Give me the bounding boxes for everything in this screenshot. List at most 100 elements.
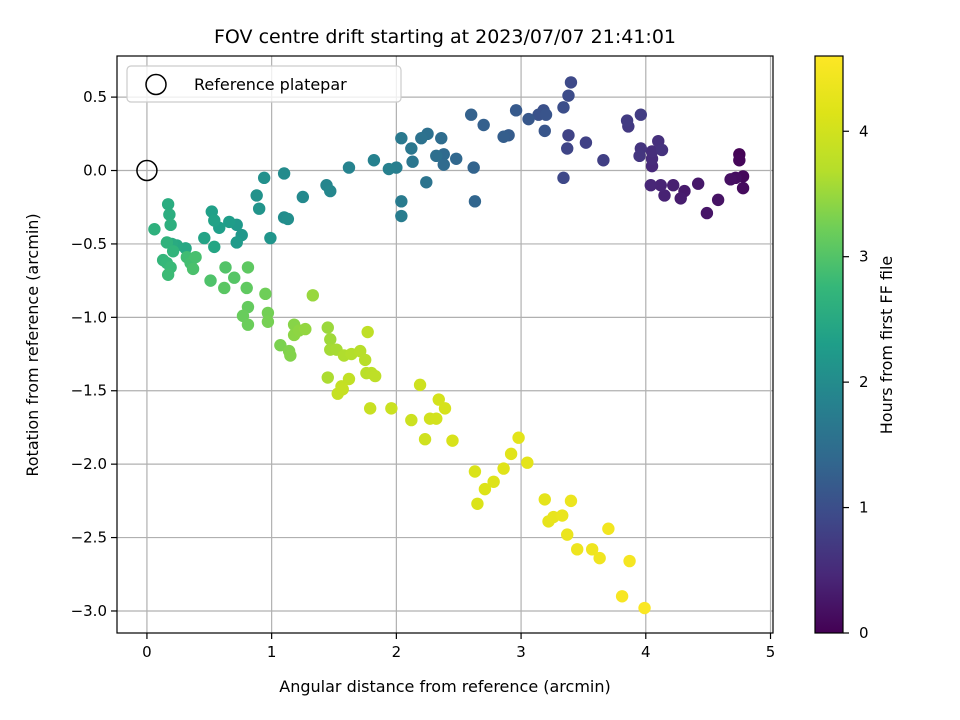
data-point	[395, 195, 408, 208]
data-point	[241, 318, 255, 331]
data-point	[538, 124, 551, 138]
data-point	[418, 432, 432, 446]
y-tick-label: −1.5	[71, 382, 107, 400]
data-point	[161, 198, 175, 211]
data-point	[208, 214, 221, 227]
data-point	[645, 145, 659, 158]
data-point	[230, 236, 243, 249]
data-point	[321, 321, 334, 334]
data-point	[557, 171, 570, 185]
plot-frame	[116, 55, 774, 634]
data-point	[432, 393, 445, 406]
data-point	[186, 262, 200, 276]
data-point	[385, 402, 398, 415]
x-tick-label: 0	[142, 643, 152, 661]
data-point	[218, 281, 231, 295]
data-point	[634, 108, 648, 121]
data-point	[413, 378, 427, 392]
data-point	[471, 497, 484, 510]
legend: Reference platepar	[126, 65, 402, 103]
legend-label: Reference platepar	[194, 75, 347, 94]
data-point	[464, 108, 478, 121]
data-point	[512, 431, 525, 444]
data-point	[585, 543, 599, 556]
data-point	[509, 104, 523, 117]
data-point	[342, 161, 356, 174]
y-tick-label: −2.5	[71, 529, 107, 547]
data-point	[478, 482, 492, 496]
data-point	[277, 167, 291, 180]
y-tick-label: −2.0	[71, 455, 107, 473]
data-point	[164, 218, 177, 232]
data-point	[521, 456, 534, 469]
data-points	[148, 76, 750, 615]
data-point	[538, 493, 551, 506]
data-point	[163, 208, 176, 221]
data-point	[405, 142, 418, 155]
x-tick-label: 1	[267, 643, 277, 661]
x-axis-label: Angular distance from reference (arcmin)	[279, 677, 610, 696]
colorbar-label: Hours from first FF file	[877, 256, 896, 435]
data-point	[477, 118, 490, 132]
data-point	[261, 315, 275, 328]
data-point	[368, 369, 382, 383]
data-point	[435, 132, 448, 145]
colorbar-tick-label: 4	[859, 122, 869, 140]
y-tick-label: −1.0	[71, 308, 107, 326]
data-point	[361, 325, 374, 339]
data-point	[358, 353, 372, 367]
data-point	[420, 176, 433, 189]
data-point	[299, 322, 312, 336]
colorbar-frame	[814, 55, 844, 634]
colorbar-gradient	[815, 56, 843, 633]
x-tick-label: 3	[516, 643, 526, 661]
data-point	[711, 193, 725, 207]
legend-marker-icon	[145, 73, 167, 96]
data-point	[189, 250, 202, 264]
colorbar-tick-label: 2	[859, 373, 869, 391]
reference-point	[136, 159, 158, 182]
data-point	[468, 465, 482, 478]
x-tick-label: 4	[641, 643, 651, 661]
grid	[117, 56, 773, 633]
y-tick-label: 0.0	[83, 162, 107, 180]
data-point	[395, 132, 408, 145]
data-point	[446, 434, 459, 447]
chart-title: FOV centre drift starting at 2023/07/07 …	[214, 26, 676, 48]
data-point	[430, 149, 443, 163]
data-point	[321, 371, 334, 384]
data-point	[259, 287, 272, 301]
data-point	[564, 76, 578, 89]
data-point	[623, 554, 636, 568]
y-axis-label: Rotation from reference (arcmin)	[23, 213, 42, 476]
data-point	[556, 509, 569, 522]
data-point	[395, 209, 408, 223]
data-point	[228, 271, 241, 284]
data-point	[644, 179, 657, 192]
data-point	[324, 184, 337, 198]
data-point	[497, 462, 510, 475]
data-point	[430, 412, 443, 425]
data-point	[522, 112, 535, 126]
data-point	[674, 192, 687, 205]
data-point	[615, 590, 629, 603]
data-point	[539, 108, 553, 121]
data-point	[405, 413, 418, 427]
x-axis: 0 1 2 3 4 5	[142, 633, 775, 661]
data-point	[561, 528, 574, 541]
data-point	[602, 522, 615, 535]
data-point	[658, 189, 671, 202]
data-point	[240, 281, 253, 295]
data-point	[564, 494, 578, 508]
data-point	[208, 240, 221, 254]
data-point	[382, 162, 396, 176]
data-point	[274, 339, 287, 352]
data-point	[241, 261, 255, 274]
data-point	[597, 154, 610, 167]
data-point	[324, 333, 337, 346]
data-point	[504, 447, 518, 461]
data-point	[198, 231, 211, 245]
data-point	[363, 402, 377, 415]
y-tick-label: −3.0	[71, 602, 107, 620]
data-point	[160, 236, 174, 249]
